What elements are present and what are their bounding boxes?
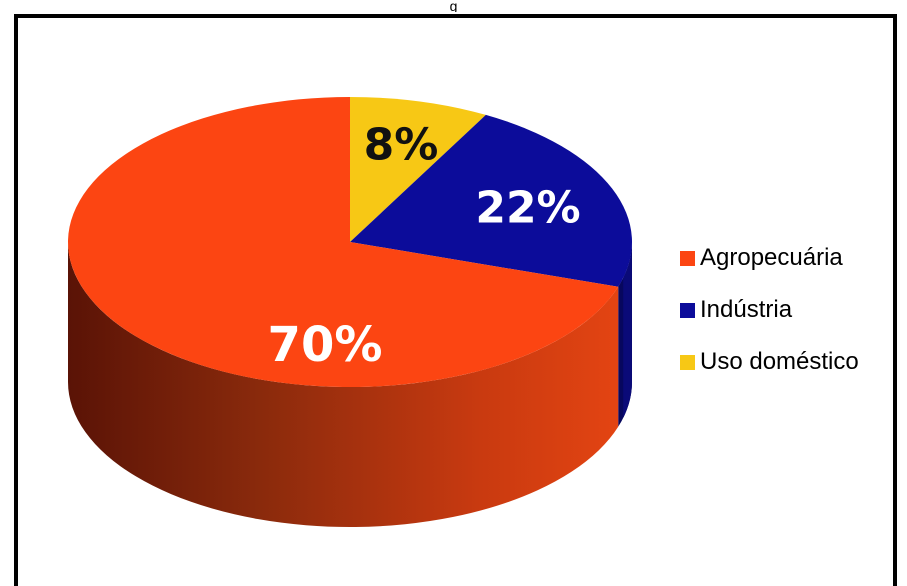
pie-slice-Indústria (350, 114, 632, 287)
pie-side (68, 237, 632, 527)
pie-slice-Uso doméstico (350, 97, 486, 242)
legend-item-industria: Indústria (680, 284, 859, 336)
legend-label: Agropecuária (700, 244, 843, 271)
legend-label: Uso doméstico (700, 348, 859, 375)
legend-item-agropecuaria: Agropecuária (680, 232, 859, 284)
legend-swatch (680, 302, 695, 318)
pie-labels: 8% 22% 70% (268, 120, 581, 374)
chart-title-fragment: g (449, 0, 458, 12)
legend-label: Indústria (700, 296, 793, 323)
pie-side-Agropecuária (68, 242, 619, 527)
legend-swatch (680, 250, 695, 266)
legend-item-uso-domestico: Uso doméstico (680, 336, 859, 388)
pie-data-label: 8% (364, 120, 439, 171)
legend: Agropecuária Indústria Uso doméstico (680, 232, 859, 388)
pie-data-label: 22% (475, 183, 580, 234)
pie-side-edge (623, 237, 632, 418)
pie-top (67, 97, 632, 387)
pie-slice-Agropecuária (67, 97, 619, 387)
chart-frame (14, 14, 897, 586)
legend-swatch (680, 354, 695, 370)
pie-data-label: 70% (268, 317, 383, 373)
